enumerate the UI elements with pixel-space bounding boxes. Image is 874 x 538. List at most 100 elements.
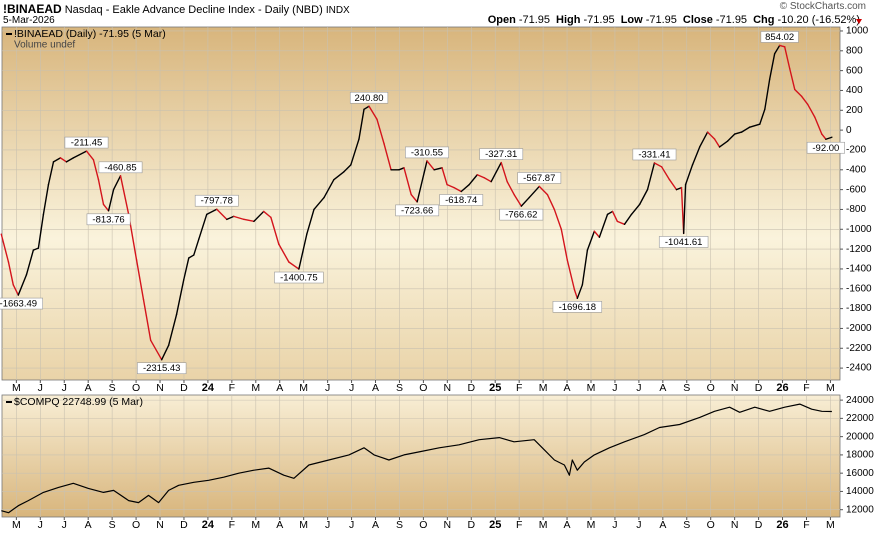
line-segment: [175, 279, 185, 316]
x-tick-label: 24: [202, 519, 215, 531]
x-tick-label: M: [251, 519, 260, 531]
line-segment: [727, 133, 736, 142]
panel-note: Volume undef: [14, 40, 75, 51]
line-segment: [453, 186, 462, 193]
line-segment: [288, 261, 300, 270]
value-label-box: [517, 172, 562, 184]
value-label: -567.87: [523, 173, 555, 184]
plot-area: [1, 26, 841, 381]
line-segment: [183, 257, 190, 281]
x-tick-label: N: [156, 382, 164, 394]
x-tick-label: M: [587, 382, 596, 394]
plot-area: [1, 394, 841, 518]
x-tick-label: M: [12, 519, 21, 531]
line-segment: [653, 162, 663, 168]
quote-line: Open -71.95 High -71.95 Low -71.95 Close -71.95…: [488, 14, 860, 26]
line-segment: [102, 203, 110, 212]
line-segment: [821, 133, 827, 140]
line-segment: [52, 157, 62, 163]
x-tick-label: J: [38, 382, 43, 394]
line-segment: [72, 150, 88, 159]
value-label-box: [658, 236, 709, 248]
x-tick-label: M: [12, 382, 21, 394]
line-segment: [433, 167, 443, 171]
line-segment: [698, 131, 709, 148]
x-tick-label: N: [731, 382, 739, 394]
quote-value: -71.95: [583, 14, 615, 26]
line-segment: [773, 44, 781, 55]
value-label-box: [395, 204, 440, 217]
x-tick-label: M: [587, 519, 596, 531]
line-segment: [759, 108, 766, 125]
line-segment: [806, 103, 816, 118]
description: Nasdaq - Eakle Advance Decline Index - D…: [64, 4, 323, 16]
x-tick-label: J: [612, 382, 617, 394]
line-segment: [47, 161, 55, 186]
quote-label: Close: [682, 14, 713, 26]
line-segment: [135, 259, 145, 301]
x-tick-label: S: [109, 519, 116, 531]
line-segment: [59, 157, 68, 163]
x-tick-label: F: [516, 519, 522, 531]
value-label-box: [98, 161, 143, 174]
value-label-box: [349, 91, 389, 104]
line-segment: [410, 193, 418, 203]
x-tick-label: A: [659, 519, 666, 531]
line-segment: [416, 160, 428, 203]
line-segment: [646, 162, 656, 191]
line-segment: [520, 196, 530, 207]
x-tick-label: 26: [776, 519, 788, 531]
line-segment: [630, 203, 641, 216]
x-tick-label: J: [38, 519, 43, 531]
line-segment: [17, 274, 28, 296]
quote-value: -71.95: [518, 14, 551, 26]
line-segment: [270, 216, 280, 245]
line-segment: [586, 230, 596, 251]
quote-label: Low: [620, 14, 643, 26]
line-segment: [825, 136, 833, 140]
x-tick-label: O: [707, 519, 715, 531]
x-tick-label: S: [683, 519, 690, 531]
line-segment: [616, 220, 626, 226]
y-tick-label: -1400: [846, 264, 872, 275]
x-tick-label: 24: [202, 382, 215, 394]
x-tick-label: O: [132, 519, 140, 531]
x-tick-label: N: [444, 519, 452, 531]
line-segment: [167, 313, 178, 346]
x-tick-label: M: [539, 519, 548, 531]
line-segment: [638, 188, 649, 206]
x-tick-label: M: [251, 382, 260, 394]
line-segment: [606, 210, 614, 216]
line-segment: [206, 208, 218, 216]
quote-label: Open: [487, 14, 516, 26]
x-tick-label: N: [444, 382, 452, 394]
exchange: INDX: [325, 5, 350, 16]
line-segment: [216, 208, 228, 221]
line-segment: [343, 164, 352, 173]
x-tick-label: S: [683, 382, 690, 394]
line-segment: [513, 193, 523, 207]
price-line: [1, 403, 832, 514]
line-segment: [142, 298, 152, 342]
x-tick-label: F: [516, 382, 522, 394]
y-tick-label: -200: [846, 145, 866, 156]
x-tick-label: J: [325, 382, 330, 394]
line-segment: [553, 208, 563, 230]
value-label-box: [274, 271, 324, 284]
line-segment: [193, 238, 200, 256]
x-tick-label: O: [419, 382, 427, 394]
line-segment: [363, 105, 370, 111]
value-label: -813.76: [92, 214, 124, 225]
x-tick-label: N: [156, 519, 164, 531]
line-segment: [749, 123, 761, 128]
line-segment: [814, 116, 823, 135]
value-label: -1041.61: [665, 237, 703, 248]
x-tick-label: A: [564, 519, 571, 531]
y-tick-label: -1200: [846, 244, 872, 255]
line-segment: [233, 215, 245, 221]
line-segment: [350, 138, 360, 166]
value-label-box: [136, 362, 187, 375]
value-label-box: [632, 148, 677, 161]
x-tick-label: A: [276, 382, 283, 394]
x-tick-label: J: [612, 519, 617, 531]
